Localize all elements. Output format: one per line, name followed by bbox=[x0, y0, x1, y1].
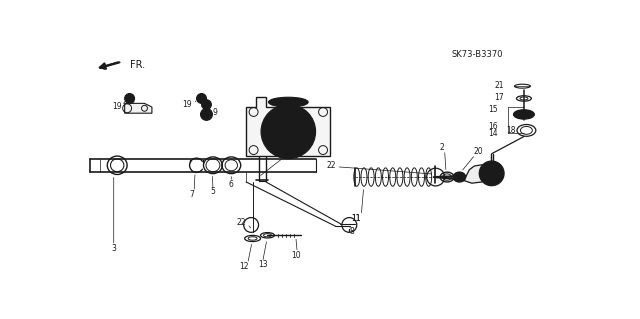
Text: 20: 20 bbox=[474, 147, 483, 156]
Text: 5: 5 bbox=[211, 187, 216, 196]
Text: SK73-B3370: SK73-B3370 bbox=[451, 50, 502, 59]
Text: 11: 11 bbox=[351, 214, 361, 223]
Text: 15: 15 bbox=[488, 105, 498, 114]
Text: FR.: FR. bbox=[130, 60, 145, 70]
Text: 7: 7 bbox=[189, 190, 194, 199]
Text: 13: 13 bbox=[258, 260, 268, 269]
Text: 14: 14 bbox=[488, 129, 498, 137]
Text: 3: 3 bbox=[111, 244, 116, 253]
Ellipse shape bbox=[453, 172, 466, 182]
Text: 16: 16 bbox=[488, 122, 498, 131]
Text: 6: 6 bbox=[229, 180, 234, 189]
Polygon shape bbox=[465, 165, 492, 183]
Text: 8: 8 bbox=[349, 226, 354, 236]
Text: 18: 18 bbox=[506, 126, 515, 135]
Text: 11: 11 bbox=[351, 214, 360, 223]
Text: 21: 21 bbox=[494, 81, 504, 90]
Text: 17: 17 bbox=[495, 93, 504, 102]
Text: 19: 19 bbox=[113, 102, 122, 111]
Ellipse shape bbox=[513, 110, 534, 119]
Circle shape bbox=[125, 93, 134, 103]
Circle shape bbox=[200, 108, 212, 120]
Text: 22: 22 bbox=[326, 161, 336, 170]
Ellipse shape bbox=[269, 97, 308, 107]
Circle shape bbox=[261, 105, 316, 159]
Text: 2: 2 bbox=[440, 143, 444, 152]
Text: 19: 19 bbox=[182, 100, 191, 108]
Text: 9: 9 bbox=[212, 108, 218, 117]
Text: 12: 12 bbox=[239, 262, 248, 271]
Polygon shape bbox=[125, 103, 152, 113]
Text: 4: 4 bbox=[130, 96, 134, 105]
Text: 22: 22 bbox=[237, 219, 246, 227]
Text: 1: 1 bbox=[305, 135, 310, 144]
Circle shape bbox=[479, 161, 504, 186]
Circle shape bbox=[202, 100, 211, 109]
Text: 10: 10 bbox=[291, 251, 301, 260]
Ellipse shape bbox=[456, 174, 463, 180]
Polygon shape bbox=[246, 97, 330, 156]
Circle shape bbox=[196, 93, 207, 103]
